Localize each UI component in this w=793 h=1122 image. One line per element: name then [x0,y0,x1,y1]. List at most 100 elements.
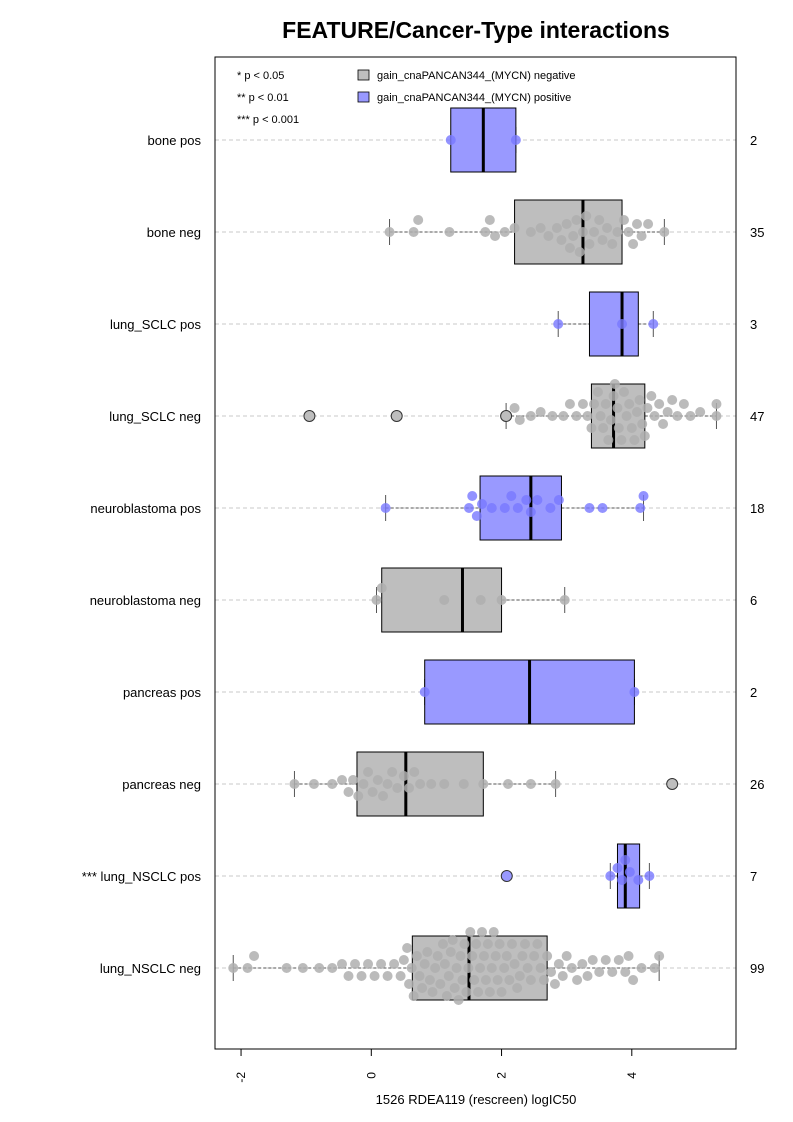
grid-lines [215,139,736,969]
group-count: 18 [750,501,764,516]
data-point [535,223,546,233]
data-point [617,319,628,329]
group-count: 26 [750,777,764,792]
group-label: lung_SCLC pos [110,317,202,332]
data-point [517,951,528,961]
data-point [561,219,572,229]
data-point [602,223,613,233]
data-point [612,227,623,237]
data-point [430,963,441,973]
data-point [589,227,600,237]
data-point [525,779,536,789]
group-count: 6 [750,593,757,608]
data-point [480,975,491,985]
data-point [633,875,644,885]
data-point [419,687,430,697]
data-point [711,411,722,421]
data-point [356,971,367,981]
data-point [678,399,689,409]
data-point [509,223,520,233]
data-point [514,415,525,425]
data-point [521,495,532,505]
data-point [510,135,521,145]
data-point [432,951,443,961]
data-point [623,227,634,237]
data-point [636,231,647,241]
data-point [467,951,478,961]
data-point [628,239,639,249]
data-point [525,227,536,237]
data-point [484,987,495,997]
data-point [577,227,588,237]
data-point [463,503,474,513]
data-point [617,875,628,885]
data-point [624,867,635,877]
data-point [646,391,657,401]
data-point [624,399,635,409]
data-point [595,411,606,421]
data-point [363,959,374,969]
data-point [695,407,706,417]
data-point [603,435,614,445]
data-point [605,871,616,881]
data-point [449,983,460,993]
data-point [564,399,575,409]
outlier-point [666,778,679,790]
data-point [654,399,665,409]
data-point [538,975,549,985]
data-point [387,767,398,777]
chart-title: FEATURE/Cancer-Type interactions [282,17,670,43]
data-point [658,419,669,429]
group-label: bone pos [148,133,202,148]
data-point [711,399,722,409]
data-point [376,583,387,593]
legend-label-negative: gain_cnaPANCAN344_(MYCN) negative [377,70,576,82]
data-point [509,403,520,413]
data-point [605,415,616,425]
data-point [404,979,415,989]
data-point [398,955,409,965]
data-point [582,411,593,421]
x-tick-label: 0 [364,1072,378,1079]
data-point [376,959,387,969]
legend-label-positive: gain_cnaPANCAN344_(MYCN) positive [377,92,571,104]
data-point [506,939,517,949]
data-point [632,407,643,417]
data-point [594,967,605,977]
group-label: pancreas neg [122,777,201,792]
data-point [486,963,497,973]
group-label: lung_SCLC neg [109,409,201,424]
data-point [492,975,503,985]
x-tick-label: 4 [625,1072,639,1079]
data-point [499,503,510,513]
data-point [444,227,455,237]
data-point [577,959,588,969]
data-point [411,951,422,961]
data-point [571,411,582,421]
data-point [519,939,530,949]
group-label: bone neg [147,225,201,240]
data-point [496,987,507,997]
outlier-point [303,410,316,422]
data-point [471,939,482,949]
data-point [417,983,428,993]
data-point [490,231,501,241]
data-point [525,975,536,985]
data-point [629,435,640,445]
data-point [618,215,629,225]
data-point [486,503,497,513]
data-point [503,779,514,789]
data-point [532,495,543,505]
data-point [463,963,474,973]
data-point [620,967,631,977]
group-label: lung_NSCLC neg [100,961,201,976]
data-point [478,951,489,961]
data-point [408,991,419,1001]
data-point [587,955,598,965]
data-point [586,423,597,433]
data-point [558,411,569,421]
plot-frame [214,56,737,1050]
data-point [623,951,634,961]
data-point [473,987,484,997]
data-point [561,951,572,961]
